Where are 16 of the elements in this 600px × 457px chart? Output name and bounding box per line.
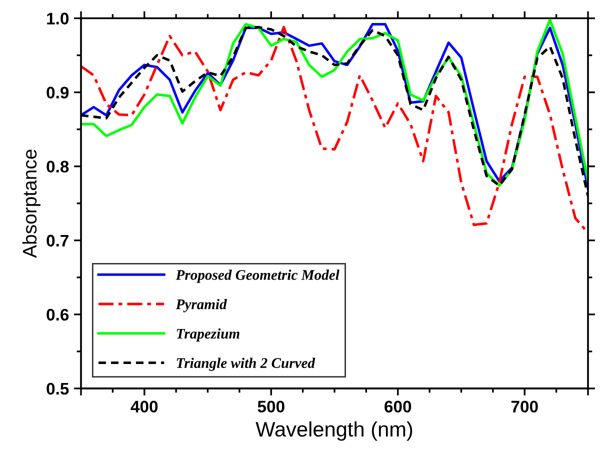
x-tick-label: 500 [258, 400, 284, 412]
y-tick-label: 0.9 [46, 86, 69, 99]
x-tick-label: 700 [511, 400, 538, 412]
y-tick-label: 1.0 [47, 12, 69, 24]
y-tick-label: 0.8 [46, 160, 69, 173]
legend-label: Proposed Geometric Model [176, 270, 340, 283]
y-tick-label: 0.7 [46, 234, 68, 247]
x-tick-label: 400 [130, 400, 158, 412]
y-tick-label: 0.6 [46, 308, 69, 321]
y-axis-title: Absorptance [22, 150, 40, 258]
legend-label: Triangle with 2 Curved [176, 358, 316, 371]
x-tick-label: 600 [384, 400, 412, 412]
legend-label: Pyramid [176, 298, 228, 312]
y-tick-label: 0.5 [46, 382, 69, 395]
legend-label: Trapezium [176, 328, 240, 342]
x-axis-title: Wavelength (nm) [256, 421, 412, 441]
